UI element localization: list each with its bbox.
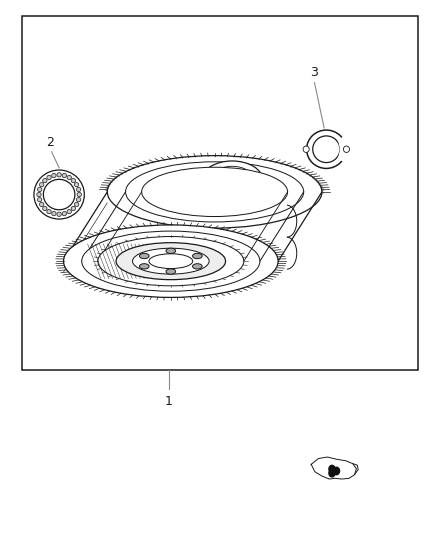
Ellipse shape	[139, 253, 149, 259]
Ellipse shape	[42, 179, 47, 183]
Ellipse shape	[76, 187, 81, 191]
Ellipse shape	[43, 179, 75, 209]
Ellipse shape	[34, 170, 84, 219]
Ellipse shape	[107, 156, 322, 228]
Ellipse shape	[47, 209, 51, 214]
Ellipse shape	[38, 187, 42, 191]
Ellipse shape	[62, 212, 67, 216]
Ellipse shape	[77, 192, 81, 197]
Ellipse shape	[139, 264, 149, 269]
Ellipse shape	[67, 175, 71, 180]
Ellipse shape	[57, 173, 61, 177]
Ellipse shape	[126, 162, 304, 222]
Ellipse shape	[116, 243, 226, 280]
Ellipse shape	[74, 202, 79, 206]
Circle shape	[329, 470, 335, 477]
Ellipse shape	[71, 179, 76, 183]
Ellipse shape	[201, 161, 263, 199]
Ellipse shape	[303, 146, 309, 152]
Ellipse shape	[71, 206, 76, 211]
Ellipse shape	[39, 202, 44, 206]
Ellipse shape	[37, 192, 41, 197]
Ellipse shape	[307, 130, 346, 168]
Ellipse shape	[39, 182, 44, 187]
Ellipse shape	[62, 173, 67, 177]
Ellipse shape	[98, 237, 244, 286]
Text: 1: 1	[165, 395, 173, 408]
Ellipse shape	[166, 248, 176, 254]
Ellipse shape	[313, 136, 340, 163]
Ellipse shape	[76, 198, 81, 202]
Text: 3: 3	[311, 66, 318, 79]
Ellipse shape	[38, 198, 42, 202]
Ellipse shape	[133, 248, 209, 274]
Ellipse shape	[64, 225, 278, 297]
Ellipse shape	[193, 264, 202, 269]
Wedge shape	[339, 135, 349, 163]
Ellipse shape	[149, 254, 193, 269]
Text: 2: 2	[46, 136, 54, 149]
Ellipse shape	[52, 173, 56, 177]
Ellipse shape	[57, 212, 61, 216]
Ellipse shape	[47, 175, 51, 180]
Ellipse shape	[52, 212, 56, 216]
Ellipse shape	[193, 253, 202, 259]
Ellipse shape	[67, 209, 71, 214]
Ellipse shape	[82, 231, 260, 291]
Bar	[22, 16, 418, 370]
Ellipse shape	[343, 146, 350, 152]
Ellipse shape	[42, 206, 47, 211]
Circle shape	[329, 465, 335, 473]
Ellipse shape	[74, 182, 79, 187]
Ellipse shape	[166, 269, 176, 274]
Circle shape	[333, 467, 339, 475]
Ellipse shape	[141, 167, 288, 216]
